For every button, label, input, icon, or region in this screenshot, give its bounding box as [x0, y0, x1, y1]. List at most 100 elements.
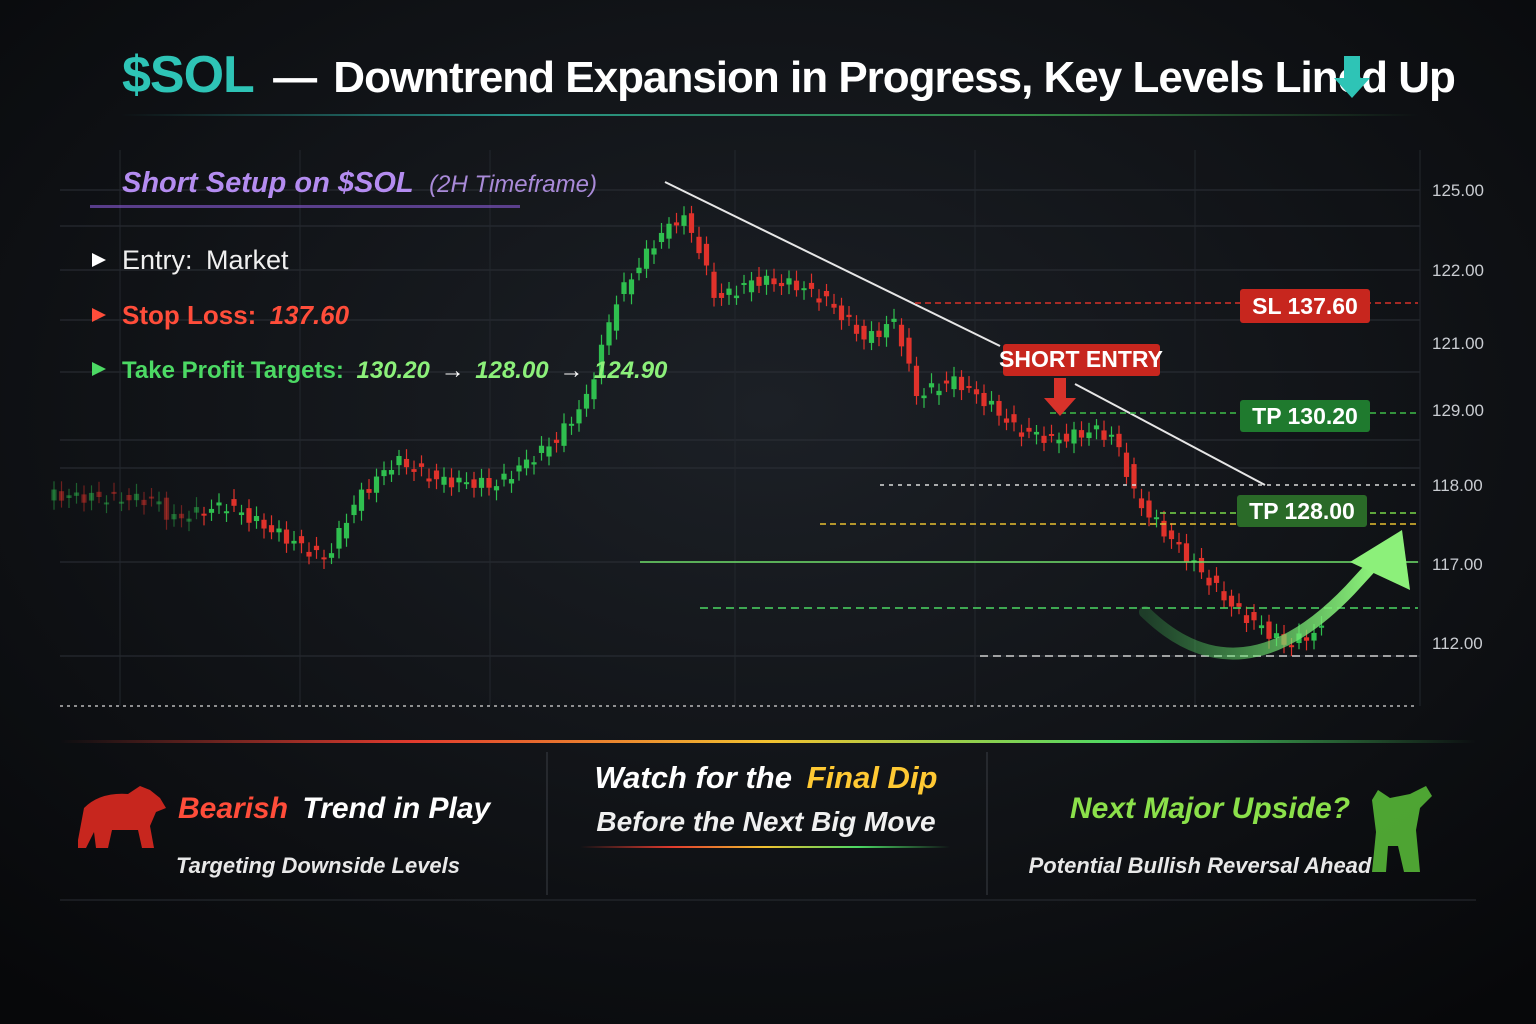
candle-body: [688, 213, 695, 233]
candle-body: [283, 529, 290, 544]
candle-body: [238, 512, 245, 516]
candle-body: [103, 502, 110, 505]
timeframe: (2H Timeframe): [429, 171, 597, 198]
candle-body: [351, 504, 357, 516]
candle-body: [598, 344, 605, 378]
candle-body: [1176, 541, 1182, 545]
middle-emphasis: Final Dip: [807, 760, 938, 795]
candle-body: [906, 337, 912, 364]
right-title: Next Major Upside?: [1070, 792, 1350, 825]
short-entry-arrow: [1044, 378, 1076, 416]
trendline: [664, 181, 1001, 347]
tp-separator: →: [559, 357, 583, 384]
candle-body: [426, 478, 432, 482]
candle-body: [846, 314, 852, 318]
candle-body: [996, 400, 1002, 416]
candle-body: [58, 491, 65, 501]
candle-body: [1266, 621, 1272, 639]
candle-body: [126, 494, 132, 501]
candle-body: [328, 553, 335, 558]
candle-body: [876, 330, 882, 337]
candle-body: [1131, 464, 1137, 489]
candle-body: [591, 379, 597, 400]
candle-body: [156, 501, 162, 505]
candle-body: [403, 458, 410, 468]
candle-body: [921, 395, 927, 399]
candle-body: [936, 390, 942, 396]
candle-body: [883, 324, 890, 338]
short-entry-text: SHORT ENTRY: [999, 346, 1163, 372]
candle-body: [966, 386, 972, 389]
candle-body: [1258, 625, 1265, 629]
candle-body: [606, 322, 612, 346]
tp-label: Take Profit Targets:: [122, 357, 344, 384]
candle-body: [733, 295, 740, 299]
footer-rule: [60, 740, 1476, 743]
tp1-tag: [1240, 400, 1370, 432]
candle-body: [73, 492, 80, 496]
candle-body: [1168, 530, 1175, 540]
tp-separator: →: [441, 357, 465, 384]
candle-body: [651, 248, 657, 255]
candle-body: [718, 292, 725, 298]
candle-body: [583, 393, 590, 409]
candle-body: [133, 493, 140, 501]
entry-label: Entry:: [122, 245, 193, 275]
candle-body: [1086, 432, 1092, 439]
candle-body: [381, 470, 387, 477]
candle-body: [1198, 557, 1205, 573]
sl-tag-text: SL 137.60: [1252, 293, 1358, 319]
candle-body: [51, 489, 57, 501]
candle-body: [1018, 432, 1025, 437]
candle-body: [268, 525, 275, 533]
short-entry-tag: [1003, 344, 1160, 376]
candle-body: [853, 324, 860, 334]
candle-body: [1078, 430, 1085, 438]
candle-body: [456, 477, 462, 483]
right-subtitle: Potential Bullish Reversal Ahead: [1029, 853, 1372, 878]
entry-value: Market: [206, 245, 289, 275]
candle-body: [1101, 430, 1107, 440]
candle-body: [171, 514, 177, 520]
candle-body: [1026, 427, 1032, 432]
entry-line: Entry: Market: [122, 245, 289, 275]
reversal-arrowhead: [1350, 530, 1410, 590]
candle-body: [486, 477, 492, 488]
candle-body: [178, 513, 185, 519]
candle-body: [96, 491, 102, 498]
candle-body: [1146, 500, 1152, 518]
candle-body: [501, 473, 507, 480]
candle-body: [471, 479, 477, 488]
setup-name: Short Setup on $SOL: [122, 167, 413, 199]
candle-body: [1221, 591, 1227, 601]
dash: —: [273, 53, 317, 102]
candle-body: [81, 494, 87, 503]
candle-body: [898, 324, 905, 347]
axis-label: 129.00: [1432, 401, 1484, 420]
candle-body: [163, 497, 170, 520]
candle-body: [246, 508, 252, 523]
candle-body: [261, 519, 267, 529]
trendline: [1074, 383, 1266, 486]
stop-line: Stop Loss: 137.60: [122, 300, 350, 330]
candle-body: [981, 392, 987, 407]
middle-prefix: Watch for the: [594, 760, 792, 795]
tp-value: 124.90: [594, 357, 668, 384]
bear-icon: [78, 786, 166, 848]
candle-body: [118, 501, 125, 504]
candle-body: [741, 283, 747, 286]
setup-underline: [90, 205, 520, 208]
candle-body: [1311, 632, 1317, 641]
candle-body: [1251, 612, 1257, 621]
middle-line1: Watch for the Final Dip: [594, 760, 937, 795]
candle-body: [388, 469, 395, 475]
candle-body: [568, 423, 575, 426]
candle-body: [111, 491, 117, 494]
candle-body: [358, 489, 365, 511]
candle-body: [396, 456, 402, 466]
candle-body: [523, 459, 530, 469]
candle-body: [793, 280, 800, 291]
candle-body: [988, 400, 995, 405]
candle-body: [193, 507, 200, 513]
candle-body: [1213, 575, 1220, 583]
